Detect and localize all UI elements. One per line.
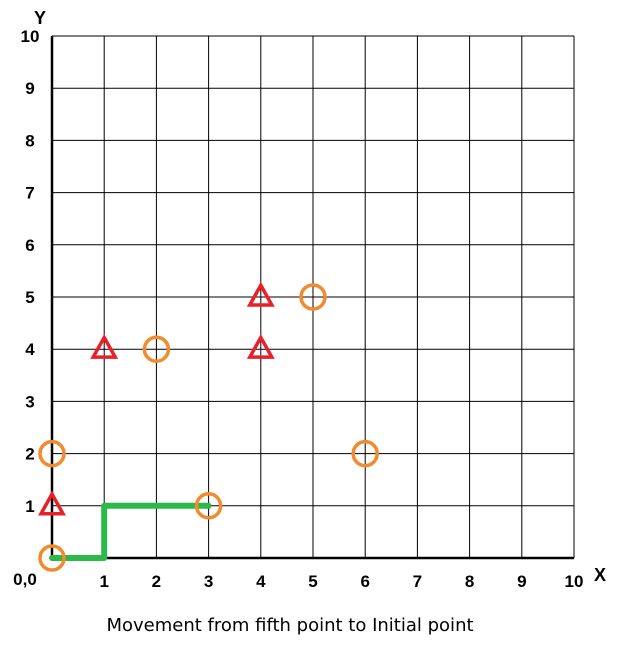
y-tick-label: 1 [25, 497, 34, 516]
circle-point-marker [351, 439, 379, 468]
x-tick-label: 7 [413, 572, 422, 591]
circle-point-marker [142, 335, 171, 363]
y-tick-label: 7 [25, 184, 34, 203]
y-tick-label: 6 [25, 236, 34, 255]
triangle-point-marker [38, 490, 66, 516]
x-tick-label: 5 [308, 572, 317, 591]
circle-point-marker [38, 544, 66, 572]
triangle-point-marker [246, 281, 275, 307]
circle-point-marker [299, 283, 327, 311]
circle-point-marker [38, 439, 66, 468]
grid-lines [51, 35, 575, 559]
x-tick-label: 8 [465, 572, 474, 591]
x-tick-label: 9 [517, 572, 526, 591]
y-tick-label: 2 [25, 445, 34, 464]
point-markers [38, 281, 379, 572]
y-tick-label: 5 [25, 288, 34, 307]
origin-label: 0,0 [13, 570, 37, 589]
x-tick-label: 4 [256, 572, 266, 591]
movement-path-layer [49, 502, 212, 561]
triangle-point-marker [90, 333, 119, 359]
caption: Movement from fifth point to Initial poi… [106, 615, 474, 636]
axes [50, 36, 574, 560]
x-tick-label: 1 [99, 572, 108, 591]
circle-point-marker [194, 492, 223, 520]
y-axis-label: Y [34, 8, 46, 28]
x-axis-label: X [594, 565, 606, 585]
y-tick-label: 8 [25, 131, 34, 150]
x-tick-label: 6 [360, 572, 369, 591]
y-tick-label: 3 [25, 392, 34, 411]
tick-labels: 1 2 3 4 5 6 7 8 9 10 1 2 3 4 5 6 7 8 9 10 [21, 27, 584, 591]
movement-path [49, 502, 212, 561]
triangle-point-marker [246, 333, 275, 359]
y-tick-label: 9 [25, 79, 34, 98]
x-tick-label: 2 [152, 572, 161, 591]
y-tick-label: 4 [25, 340, 35, 359]
x-tick-label: 10 [565, 572, 584, 591]
coordinate-grid-chart: 1 2 3 4 5 6 7 8 9 10 1 2 3 4 5 6 7 8 9 10 Y X 0,0 [13, 8, 606, 591]
x-tick-label: 3 [204, 572, 213, 591]
y-tick-label: 10 [21, 27, 40, 46]
